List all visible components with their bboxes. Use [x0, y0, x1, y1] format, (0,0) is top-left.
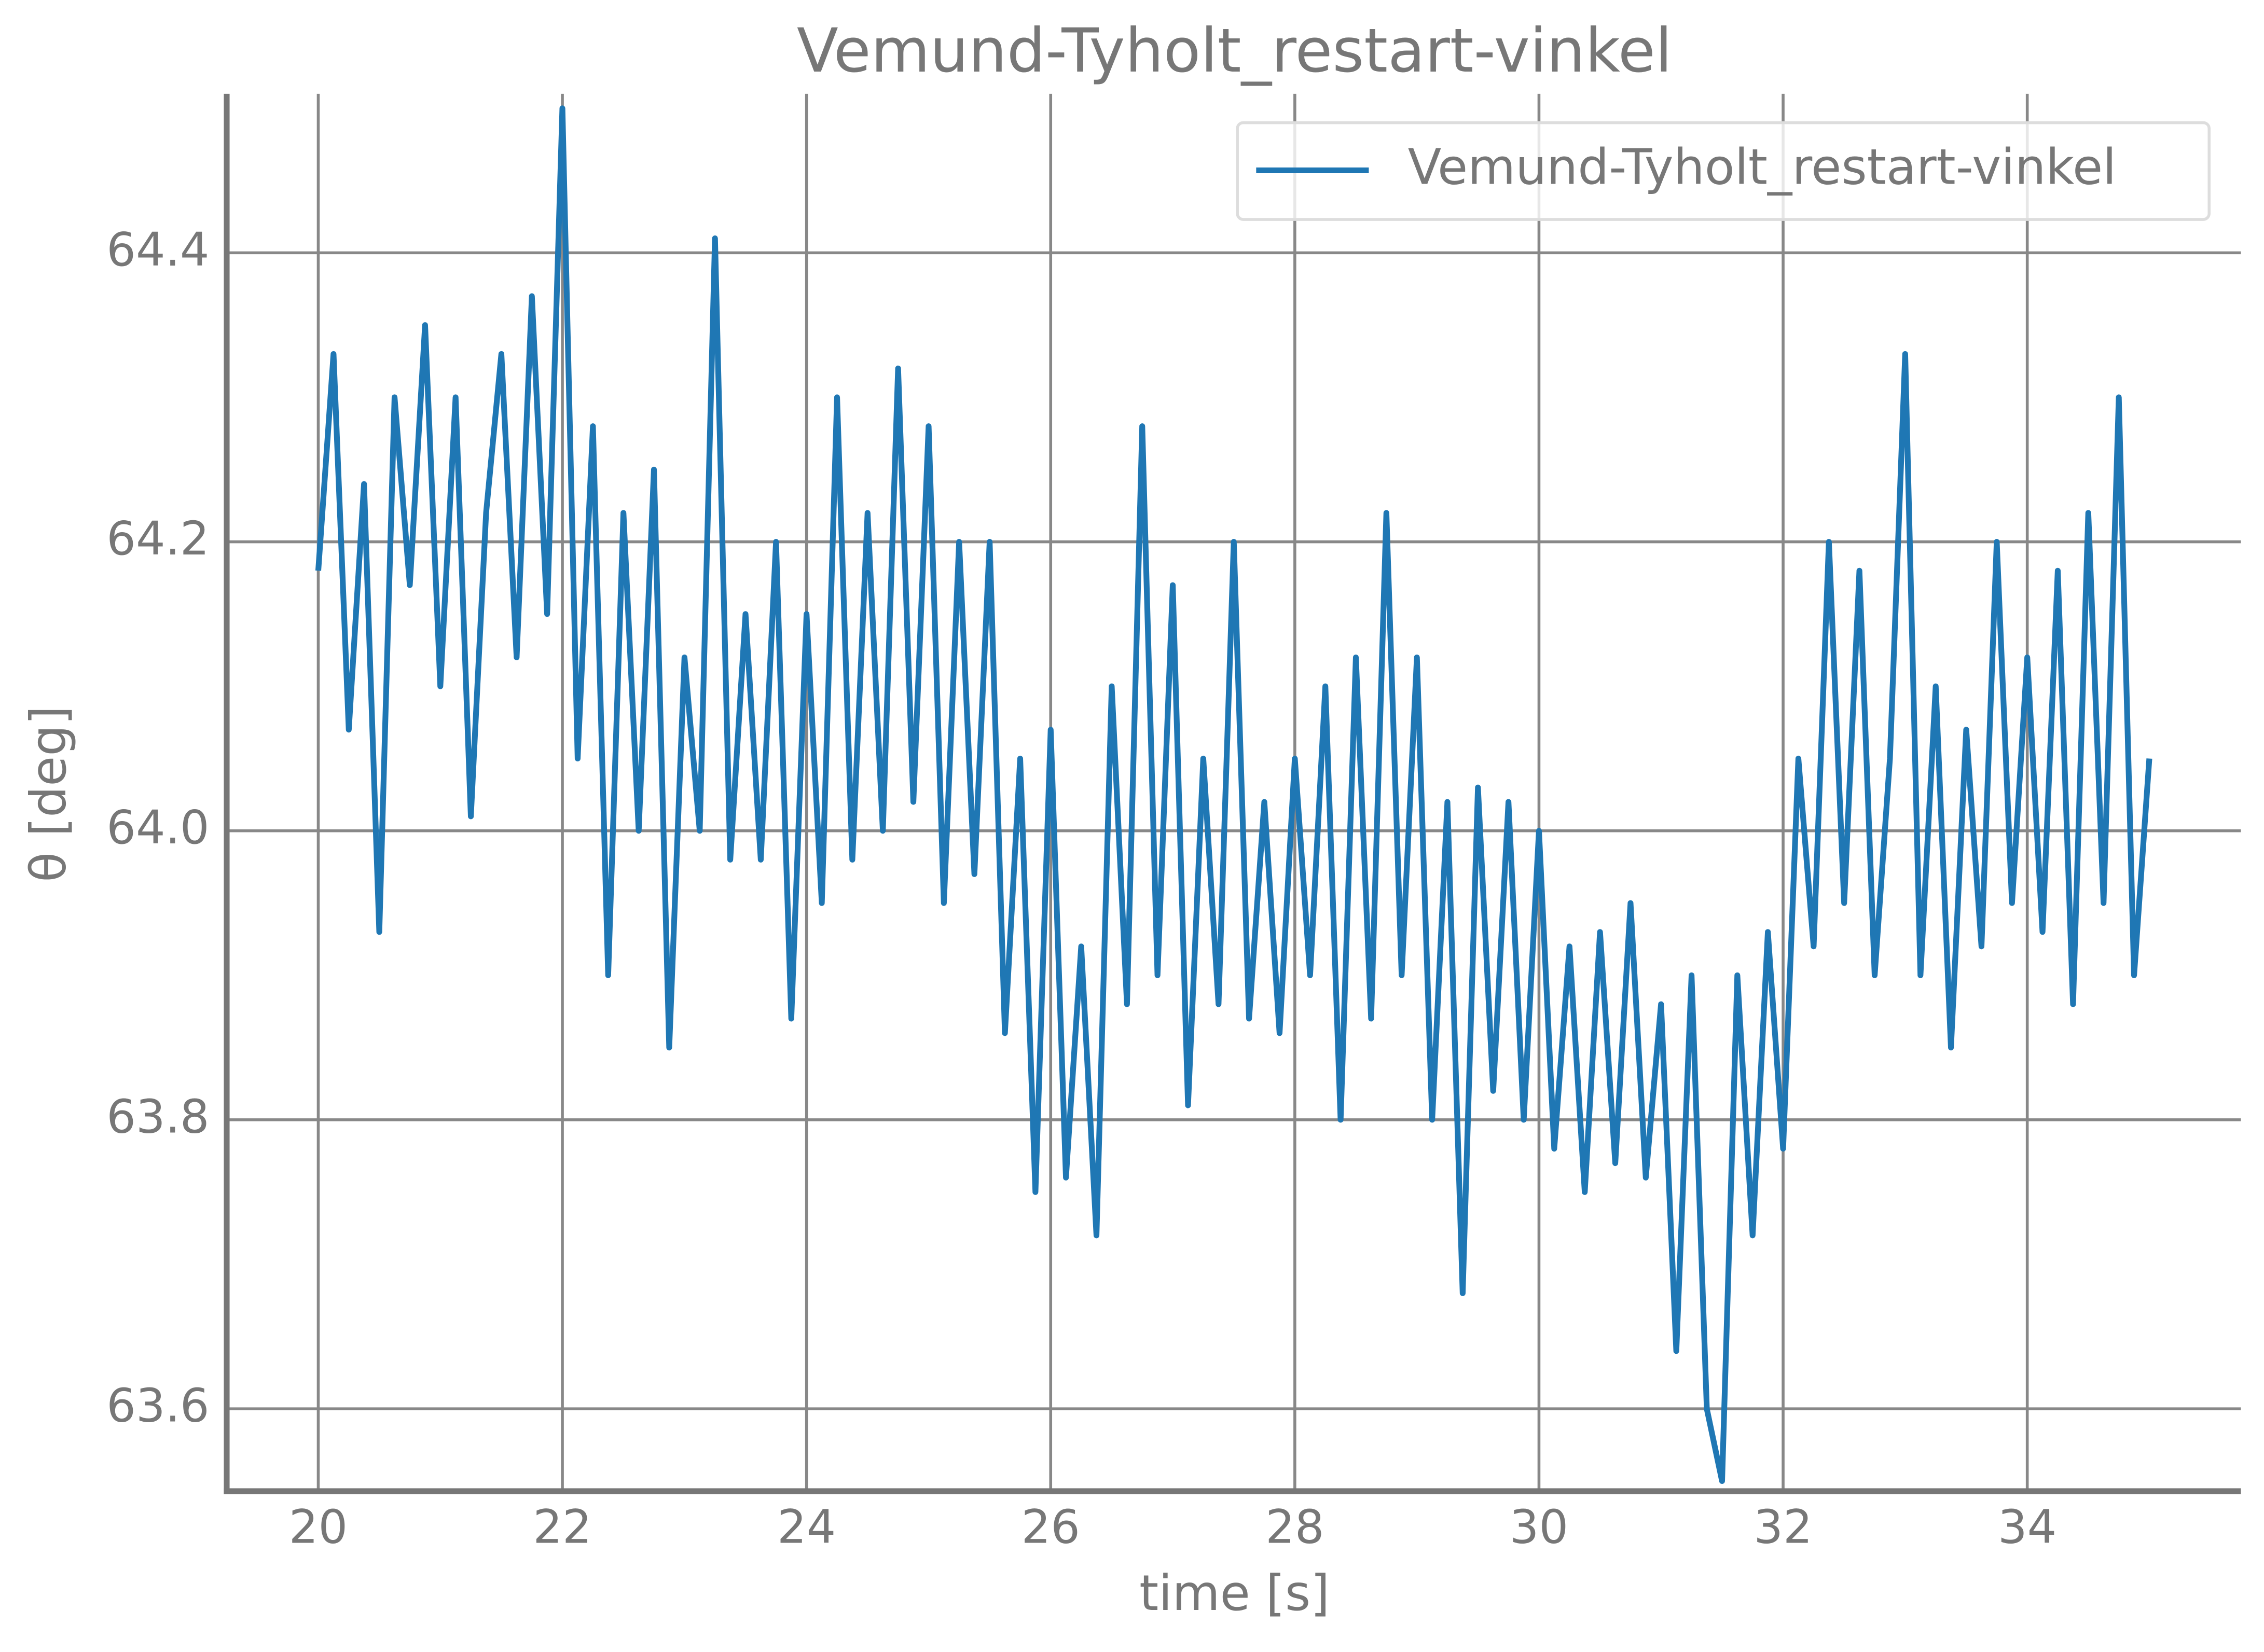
x-tick-label: 26 [1021, 1501, 1080, 1554]
y-tick-label: 63.8 [106, 1090, 209, 1144]
y-tick-label: 64.0 [106, 801, 209, 855]
y-axis-label: θ [deg] [20, 706, 77, 882]
x-tick-label: 22 [533, 1501, 591, 1554]
y-tick-label: 64.2 [106, 512, 209, 566]
x-axis-label: time [s] [1139, 1565, 1330, 1622]
x-tick-label: 24 [777, 1501, 836, 1554]
x-tick-label: 32 [1754, 1501, 1812, 1554]
x-tick-label: 34 [1998, 1501, 2056, 1554]
x-tick-label: 30 [1510, 1501, 1568, 1554]
legend-box [1236, 121, 2211, 221]
legend-label: Vemund-Tyholt_restart-vinkel [1408, 138, 2117, 196]
y-tick-label: 64.4 [106, 223, 209, 277]
x-tick-label: 20 [289, 1501, 348, 1554]
x-tick-label: 28 [1265, 1501, 1324, 1554]
y-tick-label: 63.6 [106, 1379, 209, 1433]
chart-title: Vemund-Tyholt_restart-vinkel [797, 16, 1672, 86]
data-line [315, 105, 2152, 1484]
